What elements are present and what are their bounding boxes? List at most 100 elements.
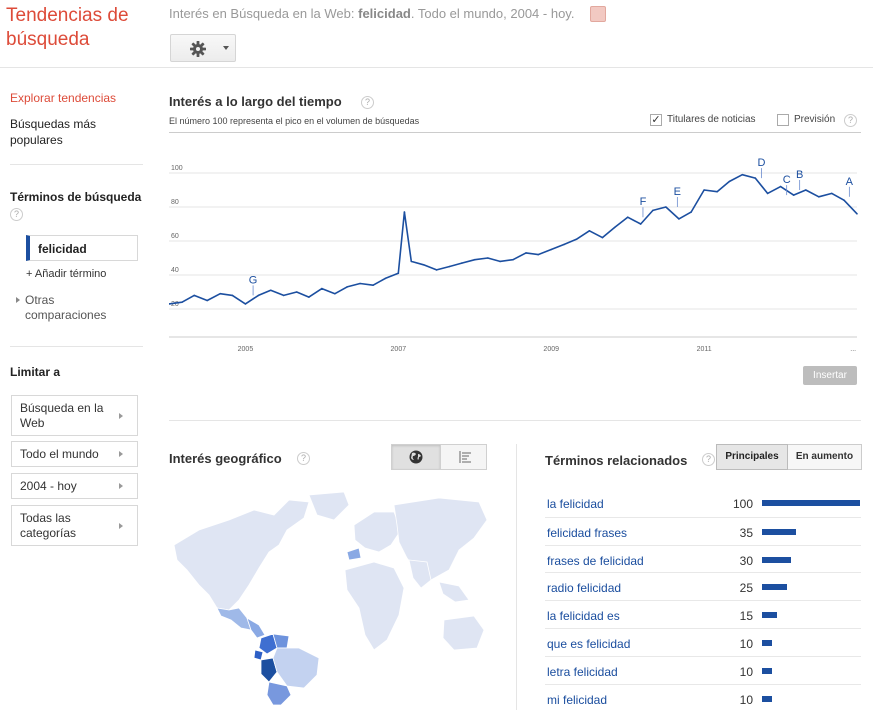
filter-search-type[interactable]: Búsqueda en la Web [11,395,138,436]
related-term-row[interactable]: letra felicidad 10 [545,655,861,684]
related-term-value: 100 [732,497,753,511]
related-term-row[interactable]: que es felicidad 10 [545,628,861,656]
insert-button[interactable]: Insertar [803,366,857,385]
help-icon[interactable]: ? [844,114,857,127]
data-point [754,177,757,179]
data-point [321,287,323,290]
data-point [804,189,807,191]
other-comparisons-link[interactable]: Otras comparaciones [25,293,107,322]
forecast-label[interactable]: Previsión [794,114,836,125]
region-north-america [173,499,310,611]
chart-top-divider [169,132,861,133]
section-vertical-divider [516,444,517,710]
related-term-link[interactable]: que es felicidad [547,637,631,651]
data-point [169,303,170,305]
news-headlines-label[interactable]: Titulares de noticias [667,114,756,125]
list-icon [459,451,471,463]
search-term-chip[interactable]: felicidad [26,235,138,261]
expand-arrow-icon[interactable] [16,297,20,303]
region-ecuador [253,649,264,661]
context-suffix: . Todo el mundo, 2004 - hoy. [410,6,575,21]
data-point [512,258,514,261]
data-point [678,218,680,220]
data-point [499,260,501,263]
data-point [372,284,374,286]
forecast-checkbox[interactable] [777,114,789,126]
filter-region[interactable]: Todo el mundo [11,441,138,467]
y-tick-label: 100 [171,165,183,172]
nav-explore-trends[interactable]: Explorar tendencias [10,91,117,105]
annotation-label: E [674,186,681,198]
related-term-value: 30 [739,553,753,568]
world-map[interactable] [169,490,489,705]
region-peru [260,657,278,683]
chevron-right-icon [119,483,123,489]
data-point [525,252,527,254]
related-term-link[interactable]: frases de felicidad [547,553,644,568]
search-terms-heading: Términos de búsqueda [10,190,142,204]
data-point [613,226,616,229]
series-line [169,173,858,305]
related-term-row[interactable]: la felicidad es 15 [545,600,861,628]
related-term-link[interactable]: letra felicidad [547,664,618,679]
limit-heading: Limitar a [10,365,61,379]
data-point [181,301,183,303]
y-tick-label: 60 [171,233,179,240]
data-point [397,272,400,275]
data-point [359,282,361,285]
region-mexico [216,607,252,631]
related-term-row[interactable]: radio felicidad 25 [545,572,861,600]
interest-line-chart[interactable]: 20 40 60 80 100 2005 2007 2009 2011 ... G F E D C B A [169,133,861,358]
settings-button[interactable] [170,34,236,62]
help-icon[interactable]: ? [361,96,374,109]
help-icon[interactable]: ? [702,453,715,466]
related-term-bar [762,612,777,619]
tab-top-terms[interactable]: Principales [716,444,788,470]
related-term-link[interactable]: la felicidad es [547,609,620,624]
data-point [690,211,692,213]
related-term-value: 35 [739,525,753,540]
data-point [652,209,654,212]
annotation-label: G [249,274,258,286]
region-asia [393,497,488,581]
data-point [716,190,718,193]
news-headlines-checkbox[interactable]: ✓ [650,114,662,126]
tab-rising-terms[interactable]: En aumento [788,444,862,470]
sidebar-divider [10,164,143,165]
related-term-link[interactable]: la felicidad [547,497,604,511]
data-point [601,236,604,239]
related-term-bar [762,556,791,563]
x-tick-label: 2009 [543,346,559,353]
data-point [460,262,463,264]
data-point [728,180,731,183]
data-point [193,294,196,297]
data-point [766,192,769,195]
help-icon[interactable]: ? [297,452,310,465]
globe-icon [409,450,423,464]
data-point [741,173,744,176]
list-view-button[interactable] [440,445,488,469]
related-term-bar [762,528,796,535]
region-colombia [258,633,278,655]
add-term-link[interactable]: + Añadir término [26,268,107,280]
chevron-right-icon [119,451,123,457]
data-point [817,196,820,198]
related-term-value: 10 [739,637,753,651]
data-point [403,211,406,213]
nav-popular-searches[interactable]: Búsquedas más populares [10,117,97,147]
map-view-button[interactable] [392,445,440,469]
help-icon[interactable]: ? [10,208,23,221]
annotation-label: F [640,196,647,208]
related-term-link[interactable]: radio felicidad [547,581,622,596]
related-term-row[interactable]: mi felicidad 10 [545,683,861,712]
related-term-link[interactable]: mi felicidad [547,692,608,707]
app-title[interactable]: Tendencias de búsqueda [6,5,129,50]
data-point [486,257,489,259]
filter-category[interactable]: Todas las categorías [11,505,138,546]
filter-time-range[interactable]: 2004 - hoy [11,473,138,499]
related-term-row[interactable]: la felicidad 100 [545,489,861,517]
related-term-row[interactable]: frases de felicidad 30 [545,544,861,573]
related-term-link[interactable]: felicidad frases [547,525,628,540]
related-term-row[interactable]: felicidad frases 35 [545,516,861,545]
share-icon[interactable] [590,6,606,22]
